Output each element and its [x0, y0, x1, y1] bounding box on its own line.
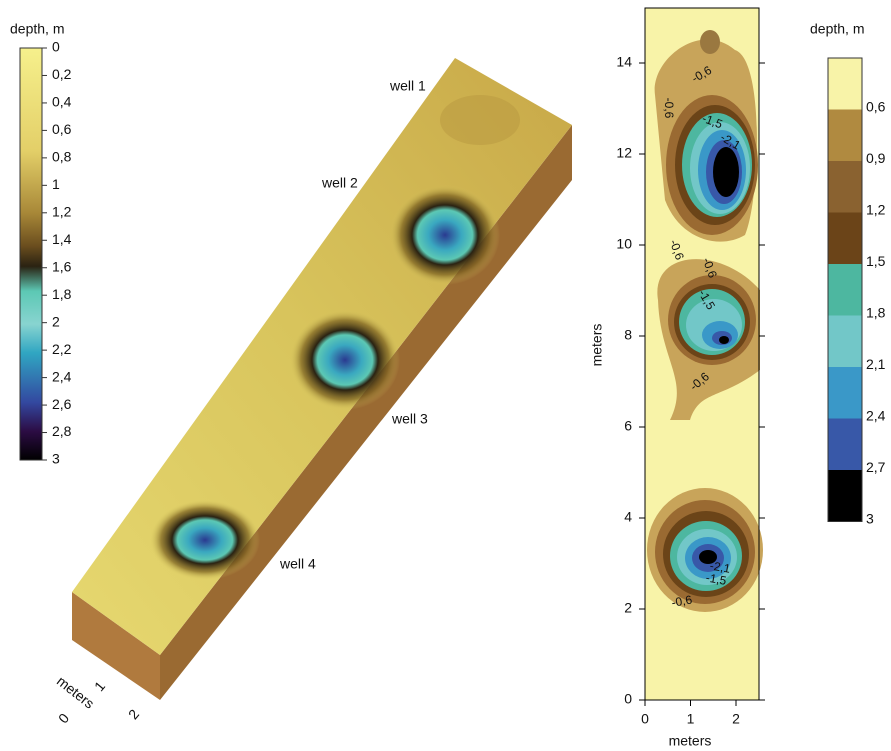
well-label: well 1 [389, 78, 426, 94]
tick-label: 1,2 [52, 204, 72, 220]
colorbar [19, 47, 43, 461]
tick-label: 1,4 [52, 231, 72, 247]
tick-label: 1,6 [52, 258, 72, 274]
contour-label: -0,6 [670, 592, 693, 609]
tick-label: 1,8 [52, 286, 72, 302]
tick-label: 1 [52, 176, 60, 192]
tick-label: 0,8 [52, 149, 72, 165]
y-tick-label: 14 [616, 54, 632, 70]
colorbar-swatch [828, 470, 862, 522]
tick-label: 2,2 [52, 341, 72, 357]
tick-label: 2 [52, 313, 60, 329]
colorbar-title: depth, m [810, 21, 864, 37]
x-tick-label: 0 [641, 711, 649, 727]
y-tick-label: 4 [624, 509, 632, 525]
x-tick-label: 2 [732, 711, 740, 727]
y-tick-label: 6 [624, 418, 632, 434]
colorbar-swatch [828, 367, 862, 419]
colorbar-swatch [828, 418, 862, 470]
contour-label: -2,1 [709, 558, 732, 575]
tick-label: 0,9 [866, 150, 886, 166]
colorbar-swatch [828, 315, 862, 367]
colorbar-frame [827, 57, 863, 522]
x-axis-title: meters [669, 733, 712, 749]
tick-label: 0,2 [52, 66, 72, 82]
colorbar-swatch [828, 109, 862, 161]
tick-label: 2,8 [52, 423, 72, 439]
y-axis-title: meters [589, 324, 605, 367]
x-tick-label: 1 [687, 711, 695, 727]
contour-map [644, 7, 763, 701]
colorbar-swatch [828, 212, 862, 264]
y-tick-label: 10 [616, 236, 632, 252]
y-tick-label: 0 [624, 691, 632, 707]
contour-label: -0,6 [667, 238, 687, 263]
tick-label: 0,4 [52, 94, 72, 110]
tick-label: 1,5 [866, 253, 886, 269]
colorbar-title: depth, m [10, 21, 64, 37]
well-label: well 3 [391, 411, 428, 427]
axis-tick-label: 2 [125, 706, 142, 722]
tick-label: 3 [52, 451, 60, 467]
colorbar-swatch [828, 161, 862, 213]
y-tick-label: 12 [616, 145, 632, 161]
axis-tick-label: 1 [91, 678, 108, 694]
well-label: well 4 [279, 556, 316, 572]
tick-label: 2,7 [866, 459, 886, 475]
tick-label: 0,6 [866, 99, 886, 115]
axis-title: meters [54, 673, 98, 712]
y-tick-label: 8 [624, 327, 632, 343]
contour-label: -1,5 [700, 111, 725, 131]
tick-label: 1,2 [866, 202, 886, 218]
well-label: well 2 [321, 175, 358, 191]
tick-label: 2,4 [866, 408, 886, 424]
tick-label: 3 [866, 511, 874, 527]
contour-label: -1,5 [705, 570, 728, 587]
colorbar-swatch [828, 58, 862, 110]
terrain-3d [72, 58, 572, 700]
tick-label: 1,8 [866, 305, 886, 321]
tick-label: 2,6 [52, 396, 72, 412]
tick-label: 2,4 [52, 368, 72, 384]
colorbar-swatch [828, 264, 862, 316]
contour-label: -0,6 [662, 98, 676, 119]
tick-label: 0,6 [52, 121, 72, 137]
contour-label: -0,6 [700, 256, 720, 281]
axis-tick-label: 0 [55, 710, 72, 726]
tick-label: 0 [52, 39, 60, 55]
tick-label: 2,1 [866, 356, 886, 372]
y-tick-label: 2 [624, 600, 632, 616]
